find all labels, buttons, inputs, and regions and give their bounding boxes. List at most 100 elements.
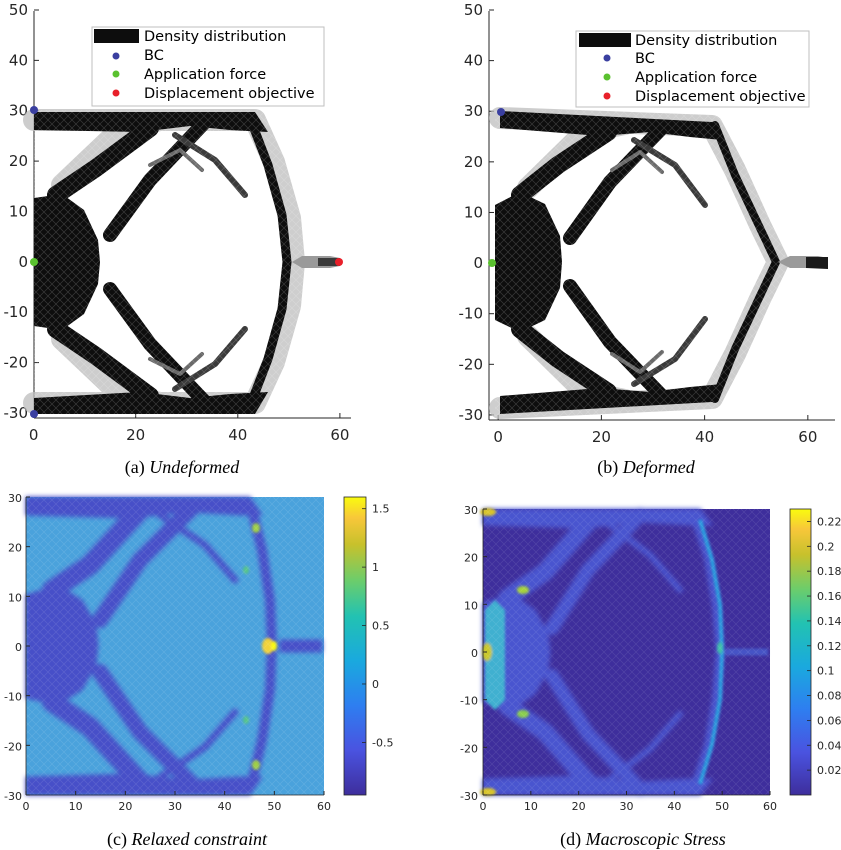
legend-objective-marker	[112, 89, 120, 97]
y-tick-label: 20	[8, 542, 22, 555]
y-tick-label: 20	[9, 152, 28, 170]
y-tick-label: 30	[464, 504, 478, 517]
y-tick-label: -30	[4, 790, 22, 803]
colorbar-tick-label: 0.06	[817, 714, 841, 727]
panel-a-density-structure	[23, 109, 340, 416]
legend-density-swatch	[94, 29, 139, 43]
colorbar-tick-label: 0.12	[817, 640, 841, 653]
y-tick-label: -30	[460, 790, 478, 803]
colorbar-d	[789, 508, 812, 796]
panel-a-legend: Density distribution BC Application forc…	[91, 26, 325, 107]
legend-force-marker	[112, 70, 120, 78]
panel-b-deformed: 50 40 30 20 10 0 -10 -20 -30 0 20 40 60	[459, 1, 835, 478]
x-tick-label: 10	[69, 800, 83, 813]
y-tick-label: 10	[9, 202, 28, 220]
x-tick-label: 0	[29, 426, 39, 444]
colorbar-c	[343, 496, 367, 796]
y-tick-label: -20	[4, 354, 29, 372]
y-tick-label: -10	[460, 695, 478, 708]
colorbar-tick-label: 0.5	[372, 620, 390, 633]
colorbar-tick-label: -0.5	[372, 736, 393, 749]
panel-d-caption: (d) Macroscopic Stress	[560, 829, 726, 850]
x-tick-label: 60	[317, 800, 331, 813]
x-tick-label: 40	[218, 800, 232, 813]
y-tick-label: -10	[459, 305, 484, 323]
bc-point-bottom	[30, 410, 38, 418]
y-tick-label: 10	[464, 599, 478, 612]
panel-c-colorbar: 1.5 1 0.5 0 -0.5	[343, 496, 393, 796]
x-tick-label: 60	[798, 428, 817, 446]
panel-a-caption: (a) Undeformed	[125, 457, 240, 478]
y-tick-label: 50	[9, 1, 28, 19]
colorbar-tick-label: 0.1	[817, 665, 835, 678]
x-tick-label: 50	[715, 800, 729, 813]
panel-c-field	[25, 496, 324, 796]
y-tick-label: 40	[464, 52, 483, 70]
y-tick-label: -30	[459, 406, 484, 424]
x-tick-label: 60	[763, 800, 777, 813]
x-tick-label: 0	[480, 800, 487, 813]
panel-d-axes: 30 20 10 0 -10 -20 -30 0 10 20 30 40 50 60	[460, 504, 777, 813]
colorbar-tick-label: 0	[372, 678, 379, 691]
colorbar-tick-label: 0.02	[817, 764, 841, 777]
x-tick-label: 0	[23, 800, 30, 813]
legend-bc-marker	[112, 52, 120, 60]
colorbar-tick-label: 0.18	[817, 565, 841, 578]
bc-point-top	[497, 108, 505, 116]
legend-objective-label: Displacement objective	[144, 86, 315, 102]
panel-d-colorbar: 0.22 0.2 0.18 0.16 0.14 0.12 0.1 0.08 0.06 0.04 0.…	[789, 508, 841, 796]
y-tick-label: -20	[4, 740, 22, 753]
colorbar-tick-label: 0.04	[817, 739, 841, 752]
legend-force-label: Application force	[635, 70, 757, 86]
legend-bc-label: BC	[635, 51, 655, 67]
legend-density-label: Density distribution	[144, 29, 286, 45]
colorbar-tick-label: 0.2	[817, 540, 835, 553]
colorbar-tick-label: 0.08	[817, 690, 841, 703]
y-tick-label: -30	[4, 404, 29, 422]
panel-b-legend: Density distribution BC Application forc…	[575, 30, 810, 108]
y-tick-label: 0	[15, 641, 22, 654]
objective-point	[335, 258, 343, 266]
panel-b-axes: 50 40 30 20 10 0 -10 -20 -30 0 20 40 60	[459, 1, 835, 446]
panel-c-caption: (c) Relaxed constraint	[107, 829, 268, 850]
panel-a-markers	[30, 106, 343, 418]
panel-b-markers	[488, 108, 505, 267]
colorbar-tick-label: 1	[372, 561, 379, 574]
y-tick-label: 30	[464, 102, 483, 120]
y-tick-label: 30	[8, 492, 22, 505]
colorbar-tick-label: 1.5	[372, 503, 390, 516]
y-tick-label: -20	[459, 355, 484, 373]
panel-a-undeformed: 50 40 30 20 10 0 -10 -20 -30 0 20 40 60	[4, 1, 351, 478]
legend-bc-marker	[603, 54, 611, 62]
panel-b-density-structure	[489, 107, 828, 419]
y-tick-label: 50	[464, 1, 483, 19]
y-tick-label: 0	[18, 253, 28, 271]
legend-density-label: Density distribution	[635, 33, 777, 49]
force-point	[30, 258, 38, 266]
x-tick-label: 30	[168, 800, 182, 813]
x-tick-label: 40	[228, 426, 247, 444]
legend-objective-marker	[603, 92, 611, 100]
legend-density-swatch	[579, 33, 631, 47]
y-tick-label: 40	[9, 51, 28, 69]
y-tick-label: -20	[460, 742, 478, 755]
panel-c-relaxed-constraint: 30 20 10 0 -10 -20 -30 0 10 20 30 40 50 60 1.5 1 0.5 0 -…	[4, 492, 393, 850]
legend-force-label: Application force	[144, 67, 266, 83]
x-tick-label: 20	[118, 800, 132, 813]
y-tick-label: -10	[4, 303, 29, 321]
y-tick-label: 30	[9, 102, 28, 120]
x-tick-label: 60	[330, 426, 349, 444]
panel-d-field	[480, 508, 770, 796]
x-tick-label: 20	[572, 800, 586, 813]
colorbar-tick-label: 0.22	[817, 515, 841, 528]
x-tick-label: 10	[524, 800, 538, 813]
x-tick-label: 20	[126, 426, 145, 444]
x-tick-label: 40	[667, 800, 681, 813]
y-tick-label: 0	[473, 254, 483, 272]
y-tick-label: 0	[471, 647, 478, 660]
y-tick-label: 10	[464, 203, 483, 221]
panel-c-axes: 30 20 10 0 -10 -20 -30 0 10 20 30 40 50 60	[4, 492, 331, 813]
force-point	[488, 259, 496, 267]
